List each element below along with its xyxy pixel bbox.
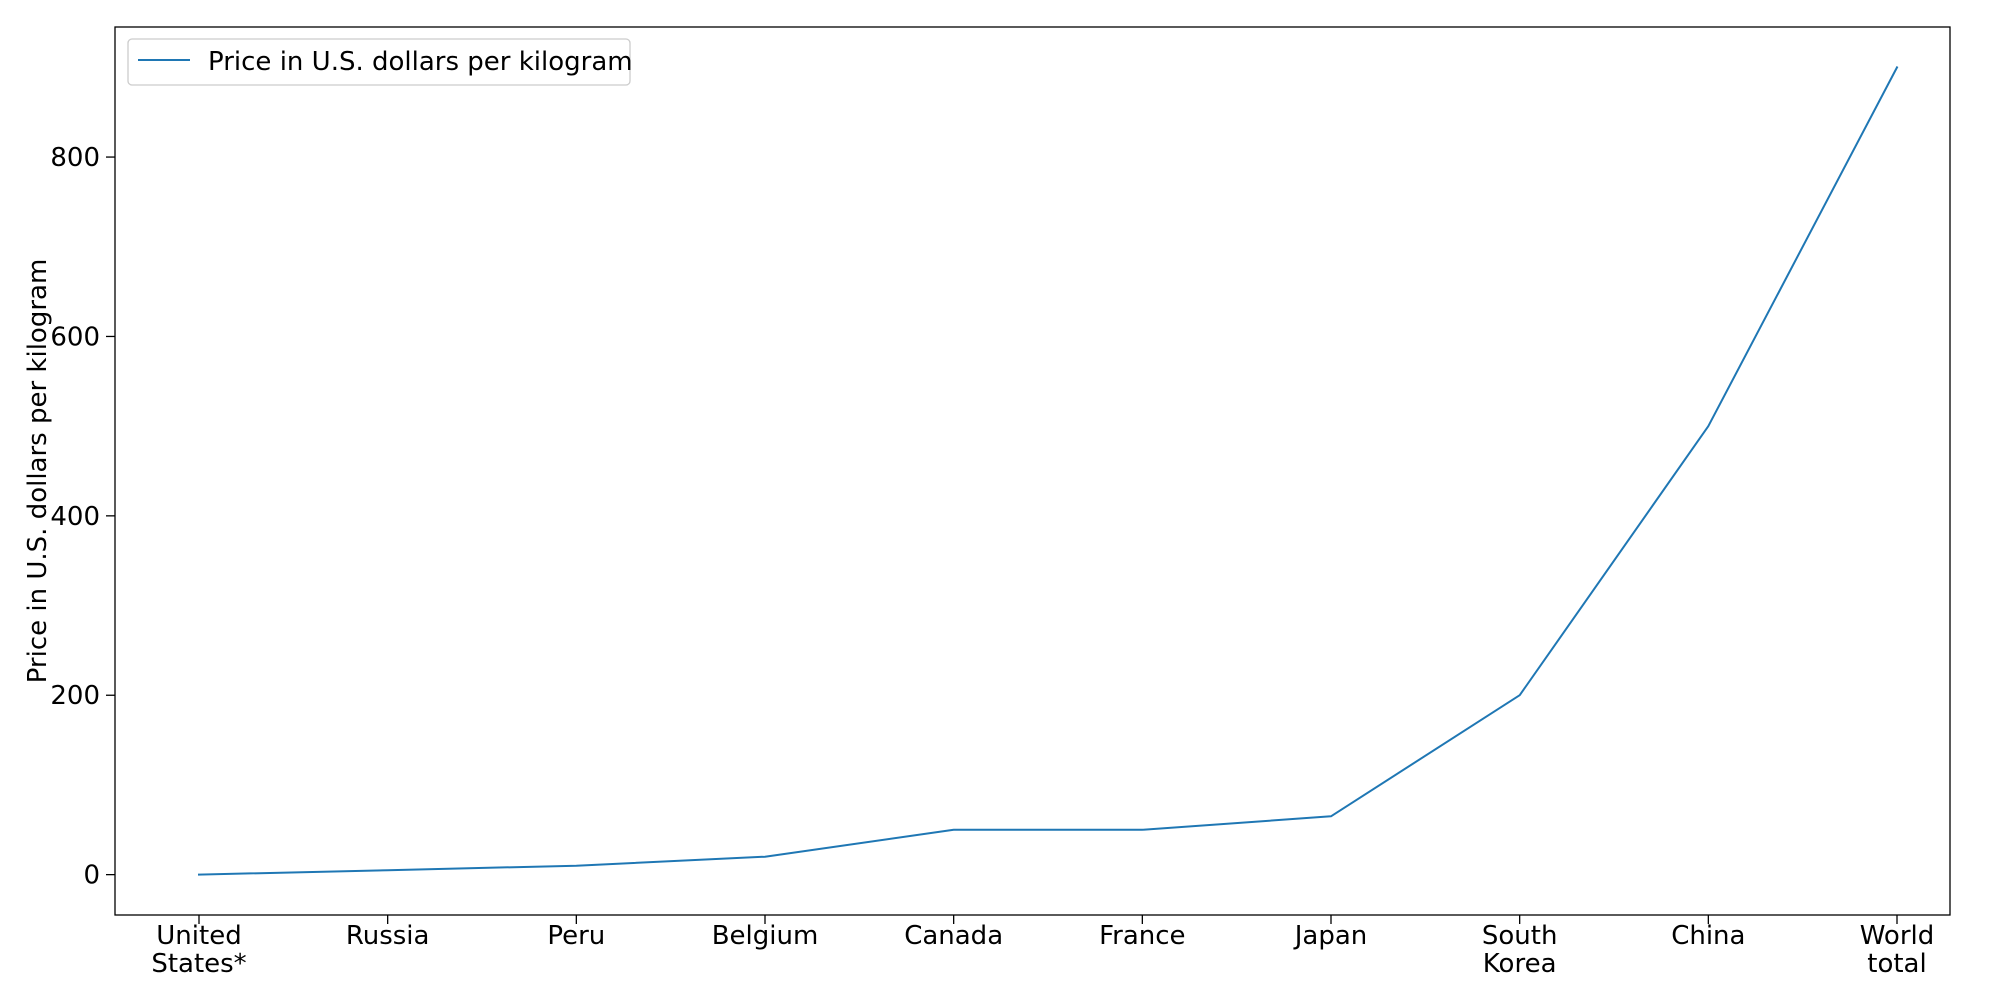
series-line bbox=[197, 66, 1899, 876]
data-point bbox=[386, 868, 390, 872]
data-point bbox=[1518, 693, 1522, 697]
data-point bbox=[1329, 814, 1333, 818]
x-tick-label: Japan bbox=[1293, 921, 1368, 951]
legend-series-label: Price in U.S. dollars per kilogram bbox=[208, 47, 633, 77]
y-tick-label: 0 bbox=[83, 861, 100, 891]
series-group bbox=[197, 65, 1899, 877]
x-tick-label: Belgium bbox=[712, 921, 819, 951]
x-tick-label: China bbox=[1671, 921, 1745, 951]
x-tick-label: Russia bbox=[346, 921, 430, 951]
y-tick-label: 200 bbox=[50, 681, 100, 711]
x-tick-label: Peru bbox=[547, 921, 605, 951]
y-tick-label: 400 bbox=[50, 502, 100, 532]
data-point bbox=[574, 864, 578, 868]
x-tick-label: South Korea bbox=[1482, 921, 1558, 979]
data-point bbox=[197, 873, 201, 877]
data-point bbox=[1140, 828, 1144, 832]
data-point bbox=[763, 855, 767, 859]
x-tick-label: United States* bbox=[151, 921, 246, 979]
data-point bbox=[1895, 65, 1899, 69]
x-tick-label: World total bbox=[1860, 921, 1935, 979]
data-point bbox=[1706, 424, 1710, 428]
y-axis: 0 200 400 600 800 bbox=[50, 143, 115, 891]
x-tick-label: Canada bbox=[904, 921, 1003, 951]
legend-box bbox=[127, 38, 631, 86]
y-tick-label: 800 bbox=[50, 143, 100, 173]
legend: Price in U.S. dollars per kilogram bbox=[127, 38, 633, 86]
x-axis: United States* Russia Peru Belgium Canada Fran… bbox=[151, 915, 1934, 979]
y-axis-label: Price in U.S. dollars per kilogram bbox=[23, 259, 53, 684]
data-point bbox=[952, 828, 956, 832]
y-tick-label: 600 bbox=[50, 322, 100, 352]
x-tick-label: France bbox=[1099, 921, 1185, 951]
plot-area bbox=[114, 26, 1951, 916]
